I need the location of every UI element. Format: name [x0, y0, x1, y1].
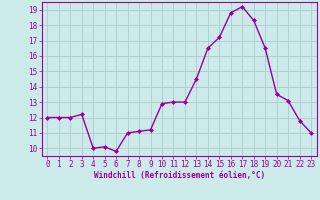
X-axis label: Windchill (Refroidissement éolien,°C): Windchill (Refroidissement éolien,°C) — [94, 171, 265, 180]
